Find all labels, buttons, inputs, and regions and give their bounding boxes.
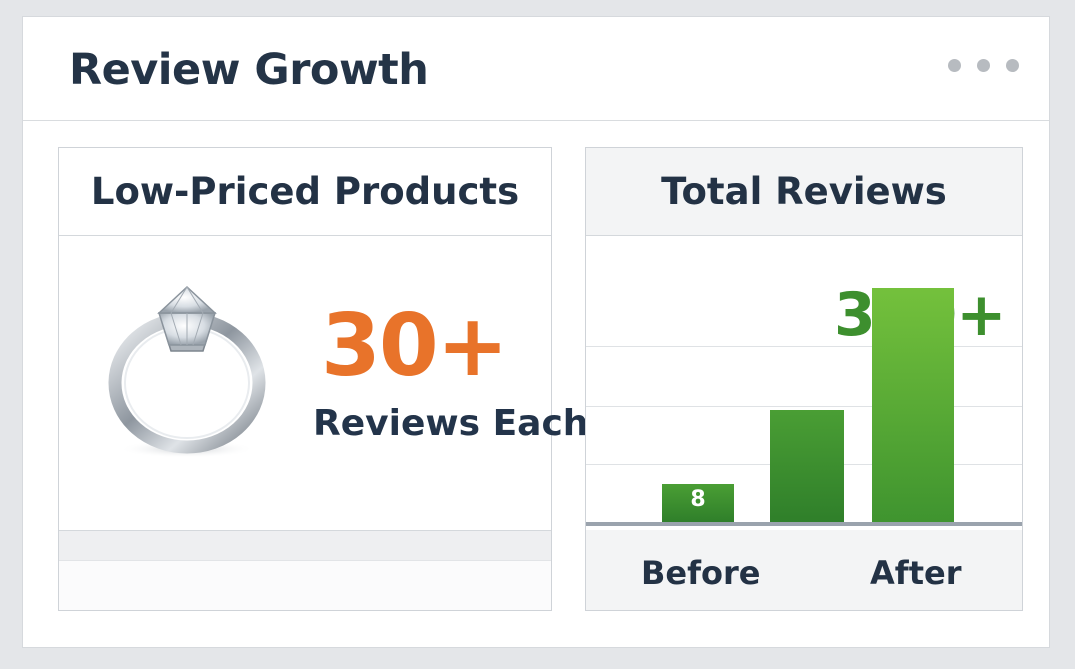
category-axis — [586, 530, 1022, 610]
card-title: Review Growth — [69, 45, 429, 95]
diamond-ring-graphic — [108, 285, 266, 458]
panel-footer-lower — [59, 560, 551, 610]
panel-footer — [59, 530, 551, 560]
chart-bar — [872, 288, 954, 522]
more-horizontal-icon[interactable] — [948, 59, 1019, 72]
total-reviews-panel: Total Reviews 360+ 8 Before After — [585, 147, 1023, 611]
panel-title: Total Reviews — [586, 148, 1022, 236]
menu-dot — [948, 59, 961, 72]
chart-bar — [770, 410, 844, 522]
stat-label: Reviews Each — [313, 403, 589, 444]
stat-value: 30+ — [321, 296, 509, 396]
category-label-after: After — [870, 554, 962, 592]
review-growth-card: Review Growth Low-Priced Products — [22, 16, 1050, 648]
diamond-ring-icon — [101, 273, 271, 463]
menu-dot — [977, 59, 990, 72]
chart-bar: 8 — [662, 484, 734, 522]
total-reviews-chart: 360+ 8 — [586, 236, 1022, 526]
card-header: Review Growth — [23, 17, 1049, 121]
chart-baseline — [586, 522, 1022, 526]
gridline — [586, 346, 1022, 347]
gridline — [586, 406, 1022, 407]
low-priced-products-panel: Low-Priced Products — [58, 147, 588, 611]
bar-data-label: 8 — [690, 487, 706, 512]
category-label-before: Before — [641, 554, 761, 592]
menu-dot — [1006, 59, 1019, 72]
panel-title: Low-Priced Products — [59, 148, 551, 236]
